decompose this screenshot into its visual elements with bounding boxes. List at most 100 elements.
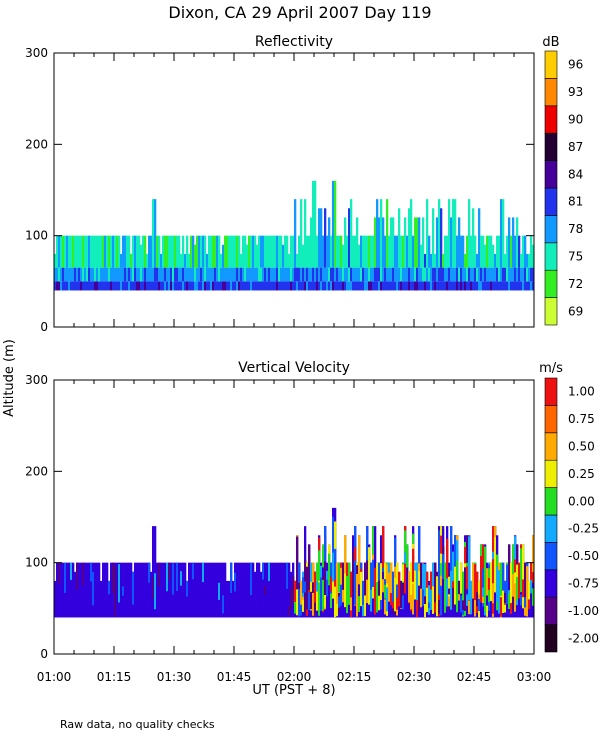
reflectivity-cell (454, 281, 457, 291)
vel-heat-column (228, 580, 231, 618)
reflectivity-cell (406, 235, 409, 268)
velocity-cell (130, 562, 133, 618)
reflectivity-cell (416, 217, 419, 268)
reflectivity-colorbar-unit: dB (542, 35, 559, 50)
refl-heat-column (470, 235, 473, 291)
velocity-cell (268, 562, 271, 618)
reflectivity-cell (310, 267, 313, 282)
velocity-cell (476, 592, 479, 607)
velocity-cell (206, 562, 209, 618)
refl-heat-column (318, 208, 321, 291)
velocity-cell (286, 562, 289, 589)
velocity-cell (204, 562, 207, 618)
reflectivity-cell (232, 235, 235, 268)
vel-heat-column (382, 526, 385, 618)
vel-heat-column (80, 562, 83, 618)
vel-heat-column (120, 562, 123, 618)
velocity-cell (378, 580, 381, 596)
vel-heat-column (134, 562, 137, 618)
vel-heat-column (340, 562, 343, 618)
velocity-cell (212, 562, 215, 618)
velocity-cell (154, 573, 157, 610)
colorbar-label: -0.25 (568, 522, 599, 536)
reflectivity-cell (166, 267, 169, 282)
reflectivity-cell (316, 267, 319, 282)
reflectivity-cell (202, 235, 205, 268)
vel-heat-column (186, 580, 189, 618)
reflectivity-cell (60, 267, 63, 282)
velocity-cell (88, 562, 91, 618)
velocity-cell (226, 580, 229, 618)
velocity-cell (498, 570, 501, 614)
velocity-cell (136, 562, 139, 618)
reflectivity-cell (184, 281, 187, 291)
colorbar-swatch (544, 132, 558, 161)
reflectivity-cell (204, 281, 207, 291)
refl-heat-column (398, 208, 401, 291)
reflectivity-cell (316, 235, 319, 268)
refl-heat-column (222, 244, 225, 291)
vel-heat-column (196, 562, 199, 618)
refl-heat-column (368, 235, 371, 291)
velocity-cell (488, 577, 491, 590)
velocity-cell (320, 565, 323, 583)
refl-heat-column (56, 235, 59, 291)
refl-heat-column (410, 199, 413, 291)
reflectivity-cell (194, 281, 197, 291)
vel-heat-column (516, 544, 519, 618)
reflectivity-cell (132, 281, 135, 291)
velocity-cell (184, 562, 187, 618)
velocity-cell (514, 536, 517, 568)
reflectivity-cell (454, 199, 457, 268)
velocity-cell (360, 571, 363, 607)
reflectivity-cell (196, 235, 199, 268)
vel-heat-column (402, 562, 405, 618)
velocity-panel: Vertical Velocity 01:00 01:15 01:30 01:45 02… (25, 360, 599, 684)
reflectivity-cell (172, 235, 175, 268)
colorbar-swatch (544, 50, 558, 79)
velocity-cell (110, 562, 113, 618)
reflectivity-cell (458, 281, 461, 291)
velocity-cell (388, 572, 391, 602)
velocity-cell (522, 544, 525, 580)
velocity-cell (466, 594, 469, 606)
refl-heat-column (64, 235, 67, 291)
reflectivity-cell (292, 235, 295, 268)
reflectivity-cell (204, 267, 207, 282)
refl-heat-column (510, 235, 513, 291)
reflectivity-cell (338, 235, 341, 268)
reflectivity-cell (170, 267, 173, 282)
velocity-cell (116, 562, 119, 618)
reflectivity-cell (108, 267, 111, 282)
reflectivity-cell (342, 281, 345, 291)
colorbar-swatch (544, 297, 558, 326)
reflectivity-cell (228, 235, 231, 268)
vel-heat-column (236, 562, 239, 618)
velocity-cell (412, 569, 415, 615)
reflectivity-cell (374, 281, 377, 291)
reflectivity-cell (428, 235, 431, 268)
reflectivity-cell (432, 267, 435, 282)
velocity-cell (376, 581, 379, 604)
vel-heat-column (90, 562, 93, 618)
reflectivity-cell (278, 267, 281, 282)
reflectivity-cell (518, 235, 521, 268)
reflectivity-cell (516, 217, 519, 268)
reflectivity-cell (278, 235, 281, 268)
refl-heat-column (124, 235, 127, 291)
velocity-cell (262, 562, 265, 618)
reflectivity-cell (256, 244, 259, 268)
refl-heat-column (340, 235, 343, 291)
reflectivity-cell (314, 281, 317, 291)
reflectivity-cell (504, 281, 507, 291)
reflectivity-cell (340, 235, 343, 268)
vel-heat-column (504, 580, 507, 618)
refl-heat-column (468, 199, 471, 291)
velocity-cell (266, 562, 269, 618)
reflectivity-cell (186, 281, 189, 291)
colorbar-label: 87 (568, 140, 583, 154)
reflectivity-cell (284, 267, 287, 282)
vel-heat-column (92, 562, 95, 618)
reflectivity-cell (324, 281, 327, 291)
refl-heat-column (268, 235, 271, 291)
